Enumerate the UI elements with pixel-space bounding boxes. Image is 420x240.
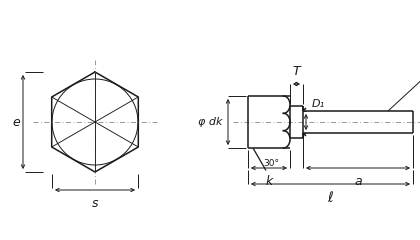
Text: k: k [265, 175, 273, 188]
Text: s: s [92, 197, 98, 210]
Text: φ dk: φ dk [199, 117, 223, 127]
Text: 30°: 30° [263, 160, 279, 168]
Text: a: a [354, 175, 362, 188]
Text: D₁: D₁ [312, 99, 325, 109]
Text: T: T [293, 65, 300, 78]
Text: ℓ: ℓ [328, 191, 333, 205]
Text: e: e [12, 115, 20, 128]
